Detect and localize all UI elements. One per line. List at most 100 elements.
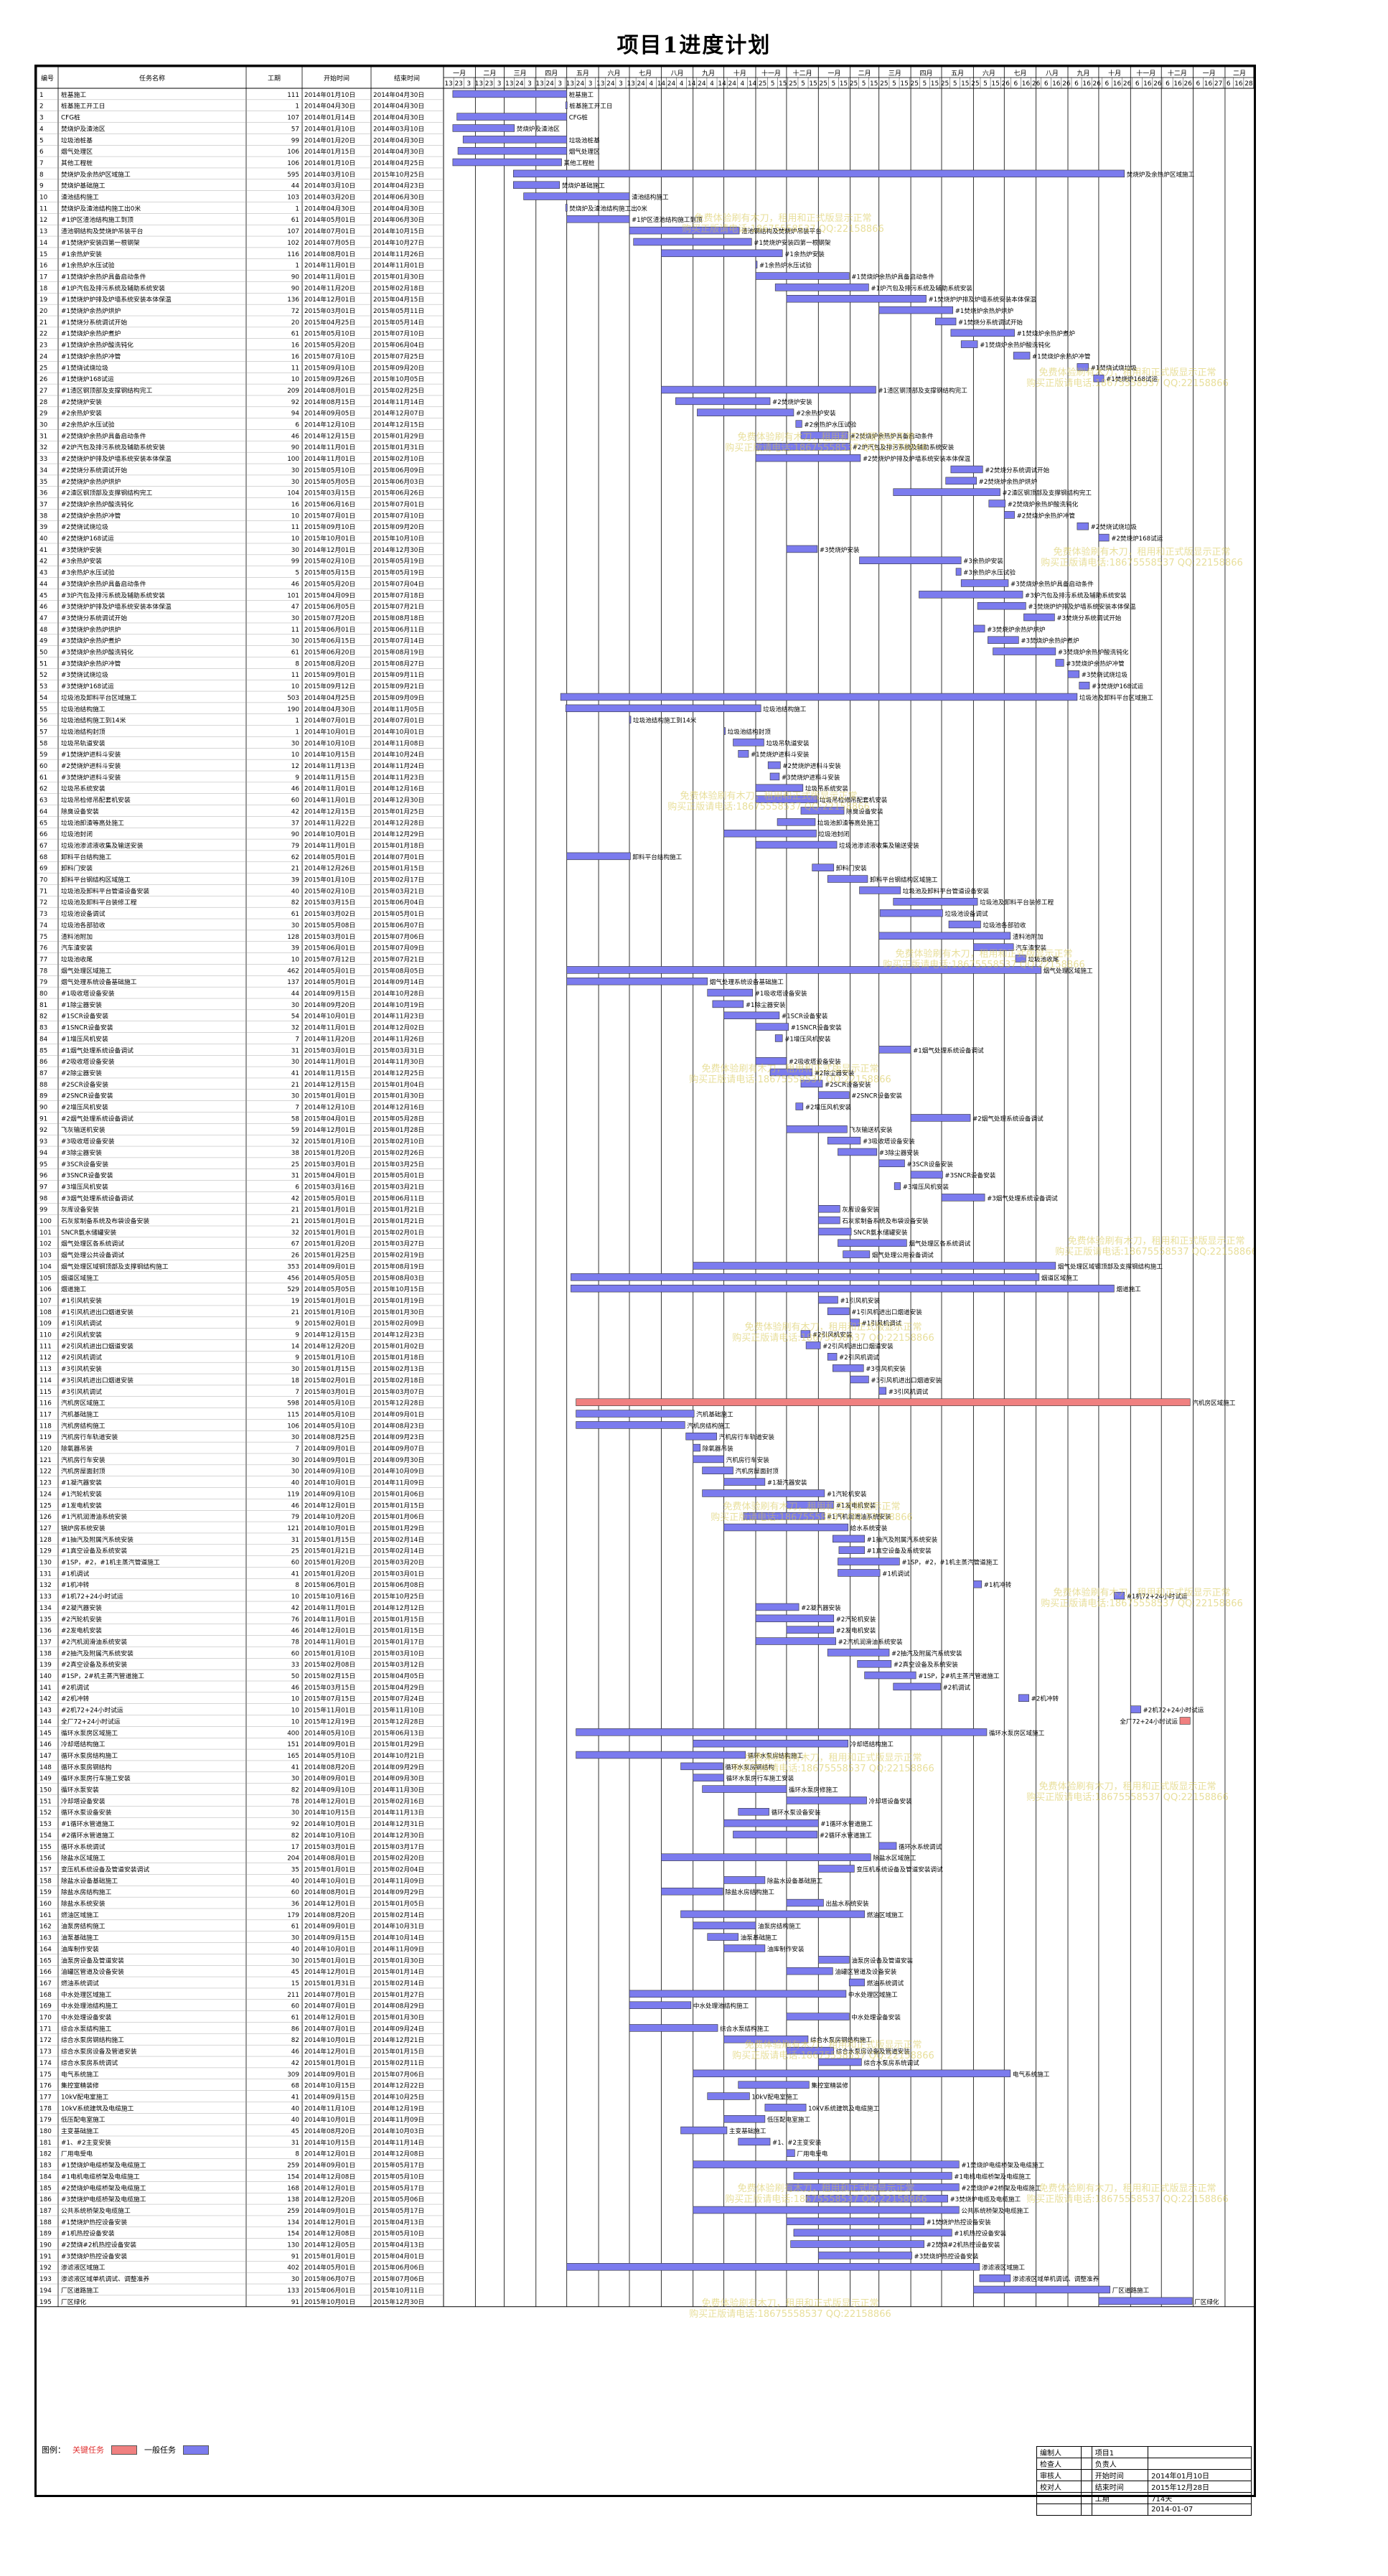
bar-label: #3焚烧炉进料斗安装: [782, 773, 840, 782]
task-name: 除氧器吊装: [61, 1444, 93, 1453]
gantt-bar: [786, 2217, 924, 2226]
day-tick-label: 16: [1143, 80, 1152, 88]
bar-label: 厂用电受电: [797, 2150, 827, 2158]
task-start: 2014年11月13日: [304, 762, 355, 770]
task-duration: 101: [287, 592, 299, 599]
task-duration: 30: [291, 467, 300, 474]
task-duration: 595: [287, 172, 299, 179]
task-id: 96: [39, 1173, 48, 1180]
day-tick-label: 5: [831, 80, 835, 88]
bar-label: 变压机系统设备及管道安装调试: [856, 1865, 943, 1873]
task-start: 2014年10月01日: [304, 830, 355, 838]
task-id: 65: [39, 820, 47, 827]
task-id: 145: [39, 1730, 52, 1737]
bar-label: #1除尘器安装: [746, 1001, 786, 1009]
task-duration: 30: [291, 1366, 300, 1373]
task-name: #2机72+24小时试运: [61, 1706, 123, 1715]
task-duration: 67: [291, 1241, 299, 1248]
task-end: 2014年10月25日: [373, 2092, 424, 2101]
task-end: 2015年06月13日: [373, 1728, 424, 1737]
task-start: 2014年11月01日: [304, 1024, 355, 1032]
task-end: 2015年01月21日: [373, 1217, 424, 1225]
task-end: 2014年12月31日: [373, 1819, 424, 1828]
task-duration: 111: [287, 92, 299, 99]
task-name: #3焚烧炉安装: [61, 545, 102, 554]
gantt-bar: [774, 284, 869, 291]
bar-label: #2焚烧炉余热炉烘炉: [979, 477, 1037, 486]
task-duration: 1: [295, 718, 299, 725]
task-end: 2015年07月21日: [373, 955, 424, 963]
month-label: 七月: [1013, 70, 1026, 78]
task-end: 2015年01月30日: [373, 1956, 424, 1964]
watermark: 购买正版请电话:18675558537 QQ:22158866: [1026, 1792, 1229, 1803]
task-start: 2014年05月10日: [304, 1399, 355, 1408]
task-duration: 10: [291, 376, 300, 383]
task-end: 2015年01月18日: [373, 1353, 424, 1362]
bar-label: 烟气处理区域施工: [1044, 966, 1093, 975]
task-name: #1焚烧炉余热炉具备启动条件: [61, 272, 146, 281]
gantt-bar: [566, 852, 631, 861]
task-start: 2014年05月10日: [304, 1421, 355, 1430]
bar-label: #3余热炉安装: [963, 557, 1003, 566]
task-start: 2015年06月07日: [304, 2275, 355, 2283]
task-end: 2015年03月17日: [373, 1842, 424, 1851]
gantt-bar: [693, 1443, 701, 1452]
task-id: 86: [39, 1059, 48, 1066]
bar-label: 除氧器吊装: [703, 1444, 733, 1453]
bar-label: #1机冲转: [984, 1580, 1012, 1589]
task-name: 除盐水设备基础施工: [61, 1876, 118, 1885]
info-row: 工期 714天: [1036, 2492, 1252, 2504]
gantt-bar: [786, 1626, 835, 1634]
task-name: #2抽汽及附属汽系统安装: [61, 1649, 133, 1657]
task-duration: 61: [291, 331, 299, 338]
task-id: 110: [39, 1332, 52, 1339]
task-name: 汽机房结构施工: [61, 1421, 105, 1430]
gantt-bar: [693, 2206, 960, 2214]
gantt-bar: [1015, 955, 1026, 963]
gantt-bar: [661, 1888, 723, 1896]
day-tick-label: 3: [497, 80, 502, 88]
bar-label: 烟气处理公用设备调试: [872, 1251, 934, 1260]
gantt-bar: [838, 1148, 878, 1156]
task-name: #3余热炉安装: [61, 557, 102, 566]
bar-label: 汽机房屋面封顶: [736, 1467, 779, 1476]
task-start: 2014年10月10日: [304, 739, 355, 747]
task-id: 133: [39, 1593, 52, 1601]
task-name: #3SNCR设备安装: [61, 1171, 113, 1180]
task-duration: 76: [291, 1616, 300, 1624]
gantt-bar: [723, 2036, 809, 2043]
task-name: 冷却塔结构施工: [61, 1740, 105, 1748]
task-id: 122: [39, 1469, 52, 1476]
task-name: 锅炉房系统安装: [61, 1524, 105, 1532]
task-duration: 42: [291, 1195, 299, 1202]
task-end: 2014年06月30日: [373, 215, 424, 224]
month-label: 四月: [920, 70, 933, 78]
task-end: 2015年07月06日: [373, 2070, 424, 2079]
task-duration: 30: [291, 1457, 300, 1464]
task-end: 2015年01月18日: [373, 841, 424, 850]
task-duration: 54: [291, 1013, 300, 1021]
bar-label: 石灰浆制备系统及布袋设备安装: [842, 1217, 929, 1225]
task-end: 2015年07月24日: [373, 1695, 424, 1703]
gantt-bar: [755, 1057, 787, 1065]
task-end: 2015年03月31日: [373, 1046, 424, 1054]
column-header: 结束时间: [394, 74, 420, 83]
month-label: 一月: [1203, 70, 1216, 78]
month-label: 九月: [1077, 70, 1089, 78]
task-start: 2014年12月15日: [304, 431, 355, 440]
task-end: 2015年08月18日: [373, 614, 424, 622]
task-name: #1循环水管道施工: [61, 1819, 115, 1828]
task-duration: 1: [295, 103, 299, 111]
task-name: #2炉汽包及排污系统及辅助系统安装: [61, 443, 165, 451]
task-name: #2循环水管道施工: [61, 1831, 115, 1840]
task-name: 焚烧炉基础施工: [61, 182, 105, 190]
bar-label: 焚烧炉及渣池区: [517, 124, 561, 133]
task-end: 2014年12月15日: [373, 421, 424, 429]
gantt-bar: [707, 2092, 750, 2100]
day-tick-label: 15: [991, 80, 999, 88]
day-tick-label: 28: [1244, 80, 1253, 88]
bar-label: 其他工程桩: [564, 159, 595, 167]
gantt-bar: [817, 2252, 912, 2259]
gantt-bar: [523, 192, 630, 200]
task-duration: 58: [291, 1115, 299, 1123]
